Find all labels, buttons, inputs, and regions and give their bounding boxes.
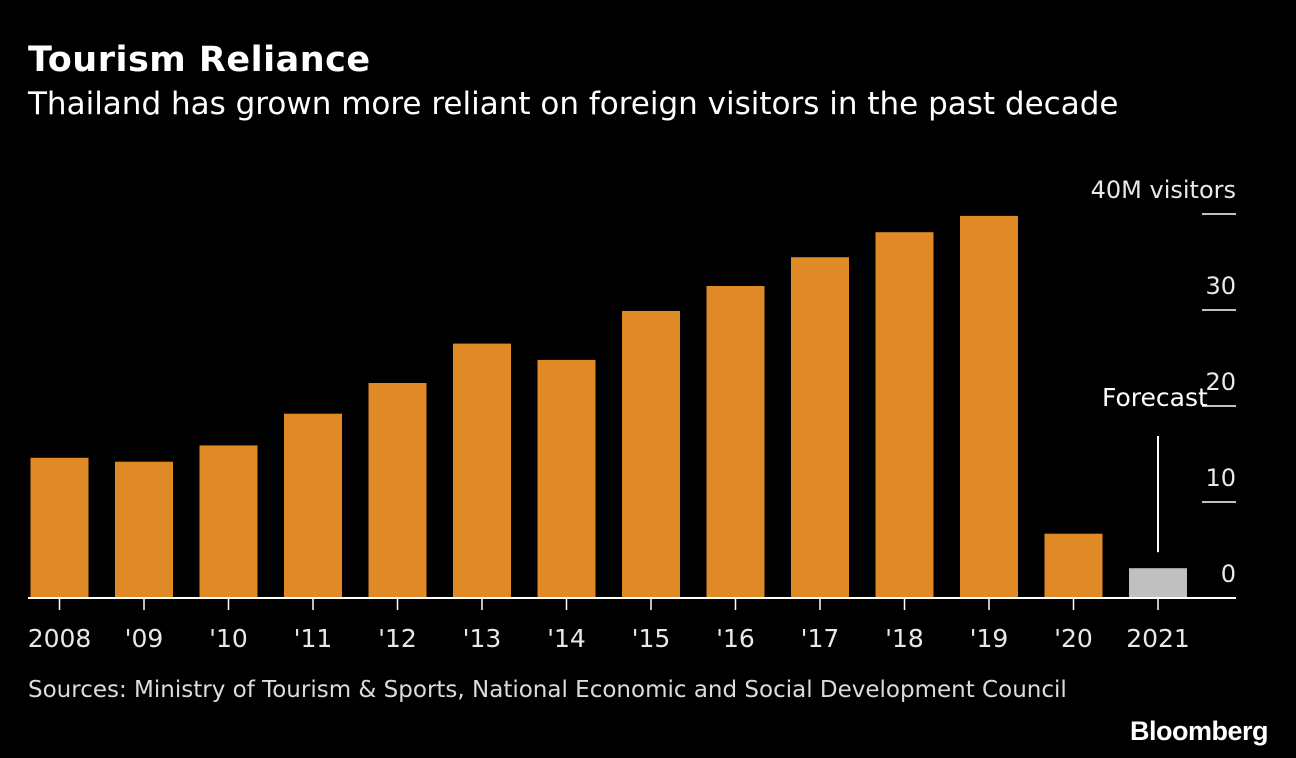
x-tick-label: '16 [716, 624, 755, 653]
x-tick-label: '10 [209, 624, 248, 653]
y-tick-label: 30 [1205, 272, 1236, 300]
y-tick-label: 0 [1221, 560, 1236, 588]
x-tick-label: '13 [463, 624, 502, 653]
x-tick-label: '09 [125, 624, 164, 653]
x-tick-label: 2021 [1126, 624, 1190, 653]
x-tick-label: 2008 [28, 624, 92, 653]
source-note: Sources: Ministry of Tourism & Sports, N… [28, 677, 1067, 703]
x-tick-label: '14 [547, 624, 586, 653]
x-tick-label: '19 [970, 624, 1009, 653]
bar [30, 457, 89, 598]
y-tick-label: 20 [1205, 368, 1236, 396]
bar [368, 383, 427, 598]
y-tick-label: 10 [1205, 464, 1236, 492]
x-tick-label: '18 [885, 624, 924, 653]
x-tick-label: '17 [801, 624, 840, 653]
chart-subtitle: Thailand has grown more reliant on forei… [28, 86, 1119, 122]
bar [622, 311, 680, 598]
bar [706, 286, 765, 598]
forecast-annotation: Forecast [1102, 383, 1208, 412]
bar [115, 461, 173, 598]
x-tick-label: '11 [294, 624, 333, 653]
brand-logo: Bloomberg [1129, 716, 1269, 746]
bar [284, 413, 342, 598]
bar [791, 257, 849, 598]
x-tick-label: '12 [378, 624, 417, 653]
bar [199, 445, 258, 598]
bar [960, 215, 1018, 598]
bar [453, 343, 511, 598]
y-tick-label: 40M visitors [1091, 176, 1236, 204]
x-tick-label: '15 [632, 624, 671, 653]
x-tick-label: '20 [1054, 624, 1093, 653]
bar [1044, 533, 1103, 598]
bar [875, 232, 934, 598]
chart-title: Tourism Reliance [28, 40, 371, 80]
bar-forecast [1129, 568, 1187, 598]
bar [537, 359, 596, 598]
